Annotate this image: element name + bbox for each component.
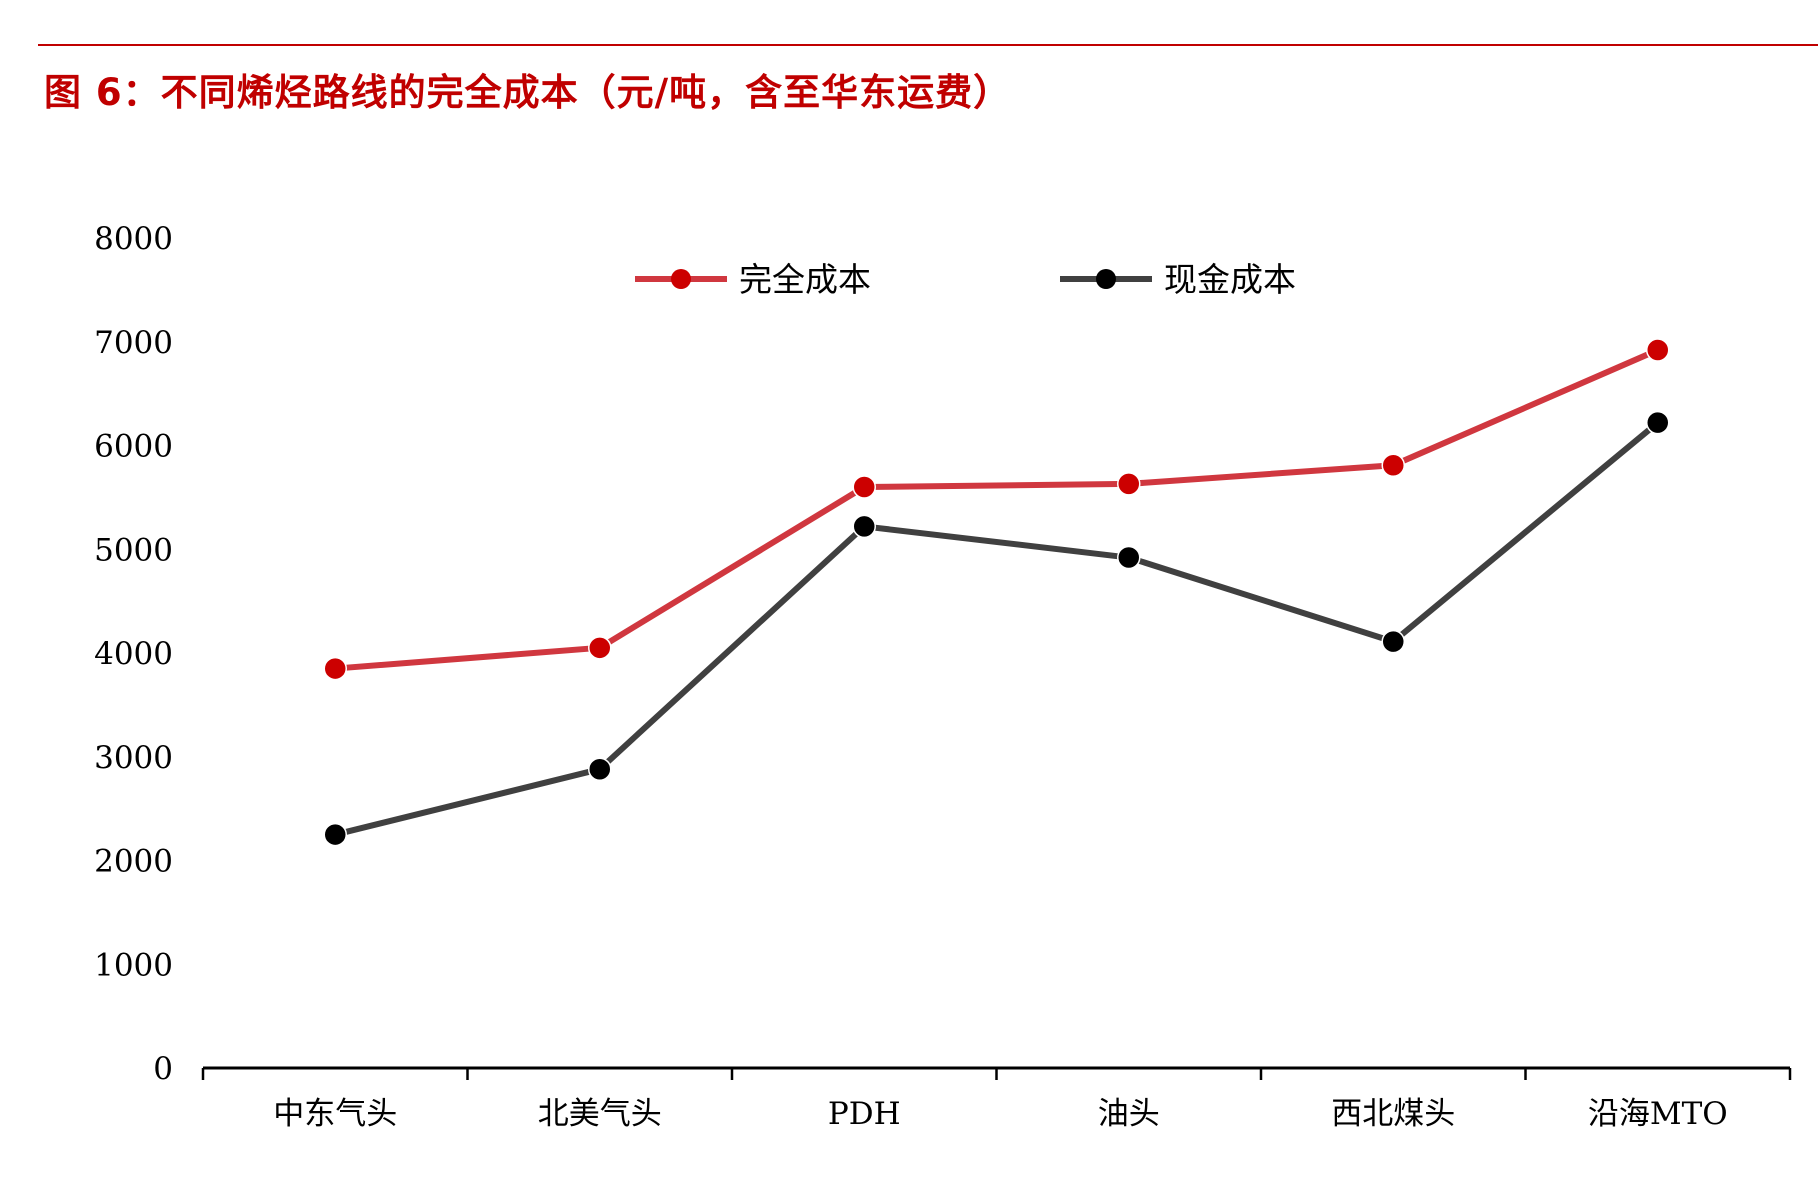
data-point <box>1117 472 1141 496</box>
series-layer <box>323 338 1670 847</box>
data-point <box>1646 410 1670 435</box>
x-tick-label: PDH <box>828 1096 901 1132</box>
data-point <box>1381 629 1405 654</box>
legend-label: 完全成本 <box>739 260 871 299</box>
figure-title: 图 6：不同烯烃路线的完全成本（元/吨，含至华东运费） <box>44 71 1012 114</box>
legend-marker <box>671 269 691 289</box>
legend: 完全成本 现金成本 <box>635 260 1296 299</box>
data-point <box>323 656 347 681</box>
series-line-1 <box>332 347 1661 672</box>
x-tick-label: 油头 <box>1098 1096 1160 1132</box>
y-tick-label: 7000 <box>94 325 173 361</box>
y-tick-label: 6000 <box>94 429 173 465</box>
y-tick-label: 4000 <box>94 636 173 672</box>
data-point <box>852 514 876 539</box>
data-point <box>1646 338 1670 362</box>
y-tick-label: 0 <box>153 1051 173 1087</box>
y-tick-label: 8000 <box>94 221 173 257</box>
y-tick-label: 2000 <box>94 844 173 880</box>
legend-marker <box>1096 269 1116 289</box>
y-tick-label: 1000 <box>94 947 173 983</box>
data-point <box>1117 545 1141 570</box>
y-axis-tick-labels: 0 1000 2000 3000 4000 5000 6000 7000 8000 <box>94 221 173 1087</box>
data-point <box>1381 453 1405 477</box>
y-tick-label: 3000 <box>94 740 173 776</box>
x-axis: 中东气头 北美气头 PDH 油头 西北煤头 沿海MTO <box>201 1066 1792 1132</box>
y-tick-label: 5000 <box>94 532 173 568</box>
x-tick-label: 北美气头 <box>538 1096 662 1132</box>
data-point <box>588 757 612 781</box>
x-tick-label: 中东气头 <box>273 1096 397 1132</box>
x-tick-label: 西北煤头 <box>1331 1096 1455 1132</box>
title-rule <box>38 44 1818 46</box>
legend-label: 现金成本 <box>1164 260 1296 299</box>
data-point <box>588 636 612 660</box>
data-point <box>323 822 347 847</box>
series-line-2 <box>332 419 1661 838</box>
data-point <box>852 475 876 499</box>
x-tick-label: 沿海MTO <box>1588 1096 1728 1132</box>
